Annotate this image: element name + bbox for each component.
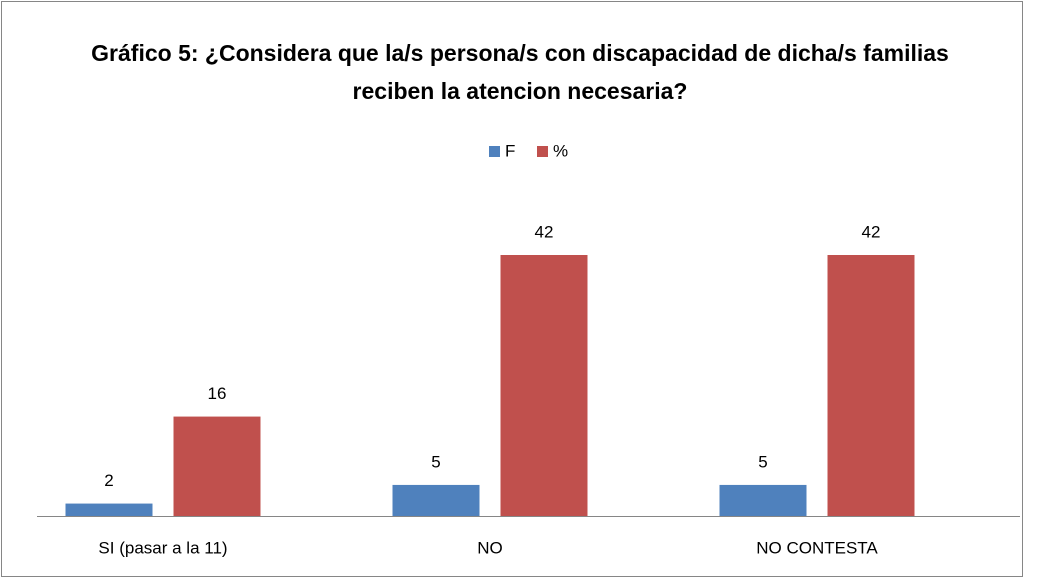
bar — [719, 484, 807, 516]
bar — [65, 503, 153, 516]
data-label: 16 — [208, 384, 227, 403]
legend-swatch — [537, 146, 548, 157]
bar — [173, 416, 261, 516]
bar — [392, 484, 480, 516]
data-label: 5 — [431, 452, 440, 471]
bar — [827, 255, 915, 516]
x-tick-label: SI (pasar a la 11) — [98, 538, 227, 557]
bar — [500, 255, 588, 516]
data-label: 5 — [758, 452, 767, 471]
chart-title: Gráfico 5: ¿Considera que la/s persona/s… — [91, 40, 949, 104]
x-tick-label: NO CONTESTA — [756, 538, 878, 557]
data-label: 2 — [104, 471, 113, 490]
data-label: 42 — [535, 222, 554, 241]
x-tick-label: NO — [477, 538, 503, 557]
data-label: 42 — [862, 222, 881, 241]
legend-swatch — [489, 146, 500, 157]
legend-label: % — [553, 141, 568, 160]
legend-label: F — [505, 141, 515, 160]
